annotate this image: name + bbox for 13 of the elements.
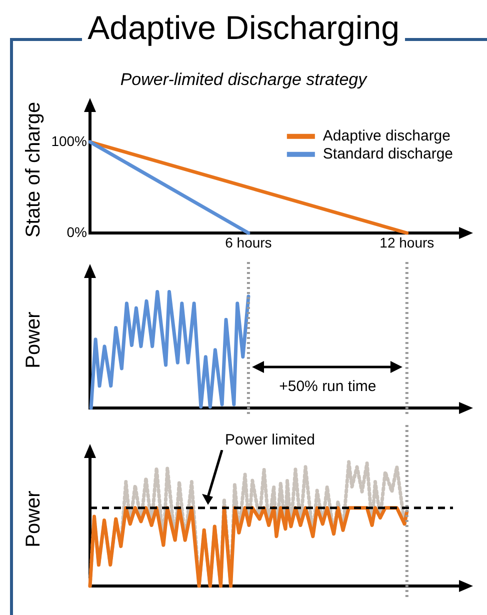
annotation: +50% run time [279, 378, 376, 395]
x-tick-label: 6 hours [225, 234, 272, 250]
ref-line-label: Power limited [224, 432, 316, 449]
chart-subtitle: Power-limited discharge strategy [119, 70, 368, 90]
y-axis-title: Power [22, 490, 45, 548]
legend-label: Adaptive discharge [322, 128, 451, 145]
y-tick-label: 0% [66, 224, 87, 240]
y-axis-title: Power [22, 311, 45, 368]
y-tick-label: 100% [51, 132, 87, 149]
y-axis-title: State of charge [22, 102, 45, 238]
chart-title: Adaptive Discharging [82, 9, 406, 46]
x-tick-label: 12 hours [380, 234, 434, 250]
legend-label: Standard discharge [322, 146, 454, 163]
